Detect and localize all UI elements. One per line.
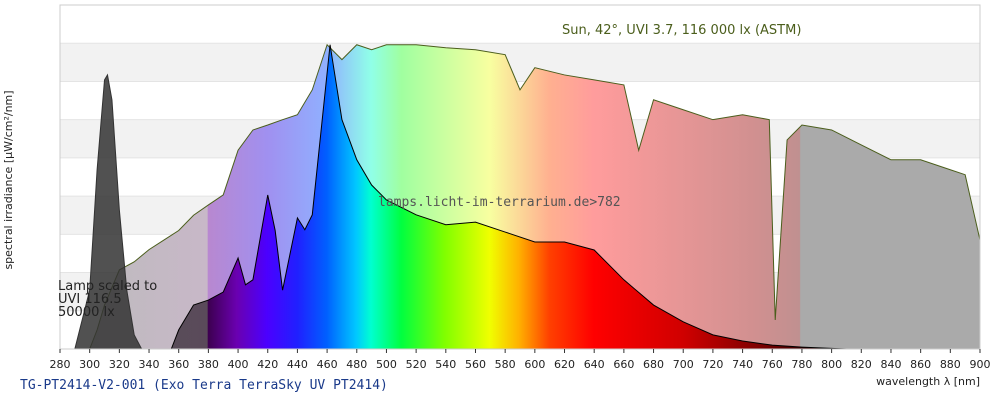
x-tick-label: 560 [465, 358, 486, 371]
note-line: UVI 116.5 [58, 292, 122, 307]
note-line: 50000 lx [58, 305, 115, 320]
plot-area [59, 4, 981, 353]
x-tick-label: 420 [257, 358, 278, 371]
x-tick-label: 680 [643, 358, 664, 371]
x-tick-label: 740 [732, 358, 753, 371]
note-line: Lamp scaled to [58, 279, 157, 294]
series-area [74, 74, 142, 350]
series-line [89, 43, 981, 350]
x-tick-label: 340 [139, 358, 160, 371]
plot-frame [59, 4, 981, 350]
x-tick-label: 280 [50, 358, 71, 371]
x-tick-label: 780 [791, 358, 812, 371]
x-tick-label: 700 [673, 358, 694, 371]
x-tick-label: 860 [910, 358, 931, 371]
x-tick-label: 540 [435, 358, 456, 371]
x-tick-label: 720 [702, 358, 723, 371]
x-tick-label: 840 [880, 358, 901, 371]
x-tick-label: 600 [524, 358, 545, 371]
x-tick-label: 440 [287, 358, 308, 371]
series-area [171, 44, 847, 350]
x-tick-label: 520 [406, 358, 427, 371]
footer: TG-PT2414-V2-001 (Exo Terra TerraSky UV … [20, 378, 388, 393]
x-tick-label: 640 [584, 358, 605, 371]
x-tick-label: 660 [613, 358, 634, 371]
series-line [170, 44, 847, 350]
grid-band [60, 43, 980, 82]
x-tick-label: 320 [109, 358, 130, 371]
x-tick-label: 880 [940, 358, 961, 371]
x-tick-label: 400 [228, 358, 249, 371]
x-tick-label: 900 [970, 358, 991, 371]
watermark: lamps.licht-im-terrarium.de>782 [378, 195, 621, 210]
sun-label: Sun, 42°, UVI 3.7, 116 000 lx (ASTM) [562, 23, 801, 38]
x-tick-label: 620 [554, 358, 575, 371]
x-tick-label: 800 [821, 358, 842, 371]
x-tick-label: 480 [346, 358, 367, 371]
x-tick-label: 820 [851, 358, 872, 371]
x-tick-label: 760 [762, 358, 783, 371]
x-tick-label: 300 [79, 358, 100, 371]
x-tick-label: 380 [198, 358, 219, 371]
grid-band [60, 5, 980, 44]
x-tick-label: 460 [317, 358, 338, 371]
x-tick-label: 360 [168, 358, 189, 371]
y-axis-label: spectral irradiance [µW/cm²/nm] [2, 90, 15, 269]
series-line [74, 73, 143, 350]
x-tick-label: 500 [376, 358, 397, 371]
x-tick-label: 580 [495, 358, 516, 371]
x-axis-label: wavelength λ [nm] [876, 375, 980, 388]
